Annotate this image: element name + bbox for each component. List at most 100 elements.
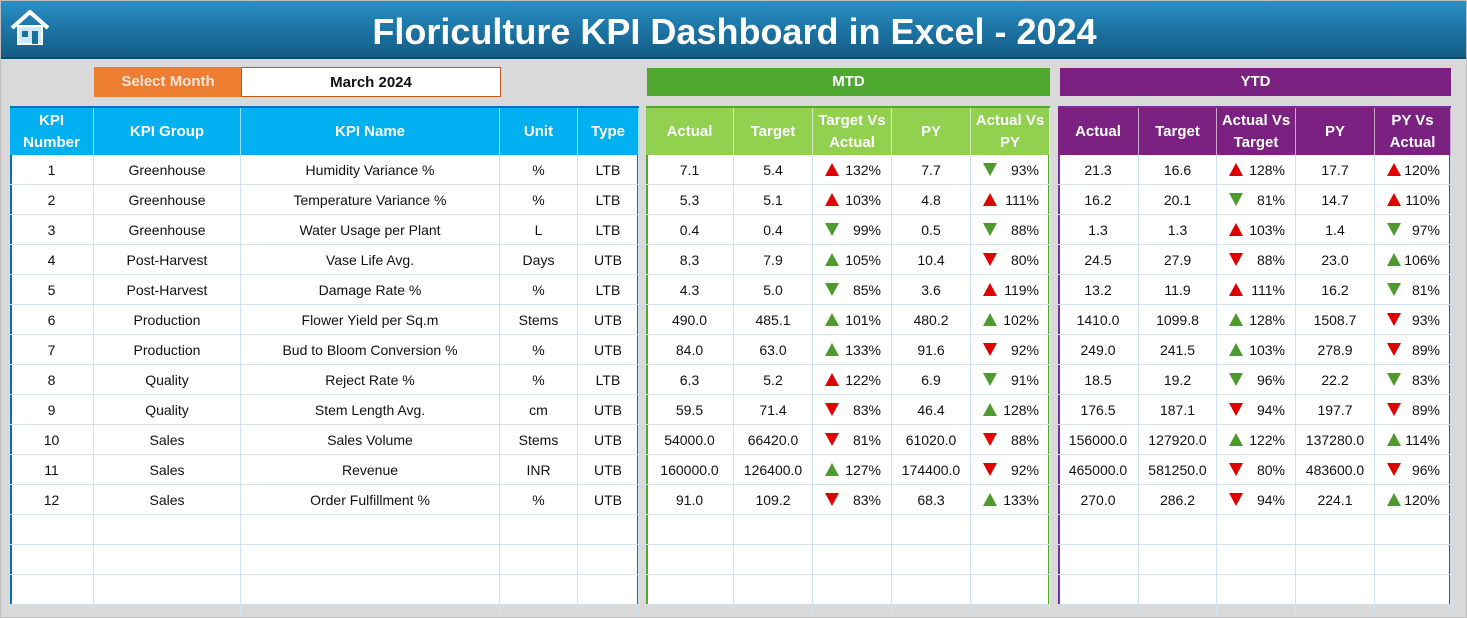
table-cell: 270.0: [1058, 485, 1139, 515]
table-cell: 19.2: [1139, 365, 1217, 395]
arrow-up: [983, 493, 997, 506]
empty-cell: [646, 605, 734, 617]
table-cell: 16.2: [1296, 275, 1375, 305]
arrow-shape: [1387, 313, 1401, 326]
empty-cell: [578, 575, 639, 605]
arrow-down: [983, 223, 997, 236]
arrow-shape: [1229, 313, 1243, 326]
empty-cell: [734, 605, 813, 617]
table-cell: 80%: [1217, 455, 1296, 485]
table-cell: L: [500, 215, 578, 245]
table-cell: 99%: [813, 215, 892, 245]
month-dropdown[interactable]: March 2024: [241, 67, 501, 97]
empty-cell: [646, 575, 734, 605]
empty-cell: [813, 515, 892, 545]
table-cell: 109.2: [734, 485, 813, 515]
table-cell: Vase Life Avg.: [241, 245, 500, 275]
arrow-up: [1229, 223, 1243, 236]
table-cell: 81%: [1375, 275, 1451, 305]
table-cell: UTB: [578, 245, 639, 275]
table-cell: 63.0: [734, 335, 813, 365]
empty-cell: [94, 575, 241, 605]
table-cell: 5.1: [734, 185, 813, 215]
table-cell: 7.1: [646, 155, 734, 185]
table-cell: 61020.0: [892, 425, 971, 455]
empty-cell: [892, 515, 971, 545]
empty-cell: [241, 515, 500, 545]
empty-cell: [1139, 575, 1217, 605]
arrow-up: [1229, 313, 1243, 326]
table-cell: %: [500, 335, 578, 365]
table-cell: Greenhouse: [94, 185, 241, 215]
empty-cell: [1296, 515, 1375, 545]
arrow-shape: [825, 373, 839, 386]
table-cell: 1.4: [1296, 215, 1375, 245]
empty-cell: [1058, 605, 1139, 617]
arrow-shape: [825, 493, 839, 506]
arrow-shape: [1229, 343, 1243, 356]
arrow-down: [1229, 403, 1243, 416]
arrow-shape: [983, 313, 997, 326]
column-header: KPI Group: [94, 108, 241, 155]
table-cell: 106%: [1375, 245, 1451, 275]
arrow-down: [1387, 223, 1401, 236]
arrow-shape: [1229, 373, 1243, 386]
table-cell: %: [500, 185, 578, 215]
arrow-up: [825, 373, 839, 386]
empty-cell: [1217, 545, 1296, 575]
arrow-down: [983, 463, 997, 476]
table-ytd: Actual 21.3 16.2 1.3 24.5 13.2 1410.0 249.0 18.5…: [1058, 106, 1451, 617]
arrow-shape: [825, 223, 839, 236]
table-cell: 485.1: [734, 305, 813, 335]
home-icon[interactable]: [9, 9, 51, 47]
table-cell: 89%: [1375, 335, 1451, 365]
arrow-up: [1387, 193, 1401, 206]
table-cell: 5: [10, 275, 94, 305]
table-cell: Greenhouse: [94, 155, 241, 185]
table-cell: UTB: [578, 305, 639, 335]
empty-cell: [1375, 515, 1451, 545]
table-cell: UTB: [578, 395, 639, 425]
table-cell: Reject Rate %: [241, 365, 500, 395]
arrow-down: [1229, 493, 1243, 506]
arrow-down: [983, 433, 997, 446]
table-cell: 91.0: [646, 485, 734, 515]
table-cell: LTB: [578, 275, 639, 305]
table-cell: 278.9: [1296, 335, 1375, 365]
arrow-shape: [825, 463, 839, 476]
table-cell: 133%: [813, 335, 892, 365]
arrow-down: [983, 343, 997, 356]
table-cell: 114%: [1375, 425, 1451, 455]
empty-cell: [1375, 605, 1451, 617]
arrow-shape: [1387, 403, 1401, 416]
table-cell: 5.2: [734, 365, 813, 395]
table-cell: 2: [10, 185, 94, 215]
table-cell: Sales: [94, 485, 241, 515]
table-cell: Production: [94, 305, 241, 335]
arrow-up: [825, 343, 839, 356]
table-cell: Production: [94, 335, 241, 365]
table-cell: 127%: [813, 455, 892, 485]
arrow-shape: [1229, 433, 1243, 446]
arrow-shape: [825, 433, 839, 446]
table-cell: 119%: [971, 275, 1050, 305]
table-cell: Humidity Variance %: [241, 155, 500, 185]
arrow-down: [983, 373, 997, 386]
table-cell: 110%: [1375, 185, 1451, 215]
empty-cell: [1139, 515, 1217, 545]
table-cell: 11: [10, 455, 94, 485]
empty-cell: [646, 515, 734, 545]
table-cell: %: [500, 155, 578, 185]
arrow-shape: [983, 193, 997, 206]
table-cell: 4.3: [646, 275, 734, 305]
arrow-down: [1387, 403, 1401, 416]
column-header: Type: [578, 108, 639, 155]
column-header: Target: [1139, 108, 1217, 155]
table-cell: Post-Harvest: [94, 245, 241, 275]
empty-cell: [813, 545, 892, 575]
arrow-down: [825, 403, 839, 416]
arrow-down: [983, 253, 997, 266]
arrow-up: [1229, 283, 1243, 296]
table-cell: 122%: [1217, 425, 1296, 455]
table-cell: 21.3: [1058, 155, 1139, 185]
